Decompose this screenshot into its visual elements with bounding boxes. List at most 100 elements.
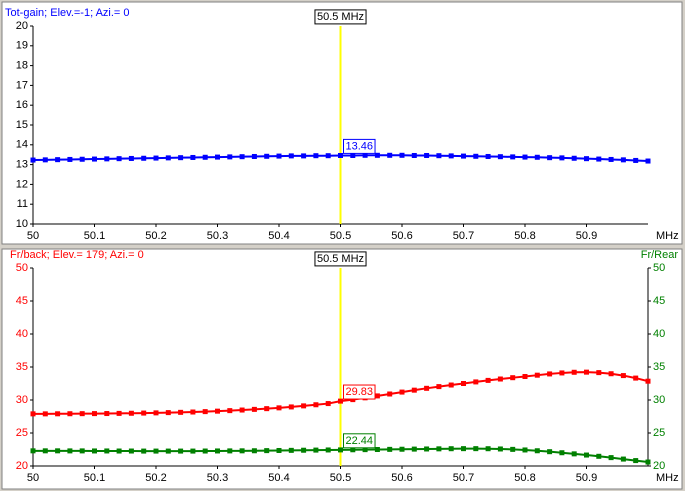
y-tick-label: 15: [16, 119, 28, 131]
marker: [128, 448, 134, 454]
x-tick-label: 50.3: [207, 230, 228, 242]
marker: [116, 156, 122, 162]
marker: [559, 450, 565, 456]
marker: [288, 447, 294, 453]
marker: [79, 411, 85, 417]
marker: [571, 451, 577, 457]
marker: [264, 406, 270, 412]
marker: [338, 152, 343, 158]
marker: [411, 387, 417, 393]
marker: [325, 153, 331, 159]
marker: [473, 446, 479, 452]
x-tick-label: 50.1: [84, 230, 105, 242]
marker: [92, 156, 97, 162]
marker: [55, 411, 61, 417]
y-tick-label: 12: [16, 178, 28, 190]
x-tick-label: 50.8: [514, 230, 535, 242]
marker: [608, 371, 614, 377]
marker: [633, 375, 639, 381]
marker: [448, 446, 454, 452]
marker: [178, 409, 184, 415]
marker: [141, 155, 147, 161]
marker: [153, 448, 159, 454]
marker: [436, 153, 442, 159]
marker: [215, 448, 220, 454]
marker: [276, 405, 282, 411]
marker: [374, 447, 380, 452]
x-tick-label: 50: [27, 472, 39, 484]
y-tick-label: 14: [16, 139, 28, 151]
marker: [350, 152, 356, 158]
marker: [30, 411, 36, 417]
y2-tick-label: 35: [653, 361, 665, 373]
x-tick-label: 50.9: [576, 230, 597, 242]
series-label: Fr/Rear: [641, 249, 679, 261]
marker: [104, 448, 110, 454]
y-tick-label: 13: [16, 159, 28, 171]
marker: [227, 154, 233, 160]
marker: [448, 382, 454, 388]
y2-tick-label: 25: [653, 427, 665, 439]
marker: [448, 153, 454, 159]
marker: [608, 455, 614, 461]
marker: [165, 155, 171, 161]
marker: [497, 154, 503, 160]
marker: [313, 447, 319, 453]
marker: [288, 153, 294, 159]
marker: [276, 153, 282, 159]
x-tick-label: 50.1: [84, 472, 105, 484]
marker: [202, 409, 208, 415]
y-tick-label: 11: [17, 198, 28, 210]
marker: [251, 406, 257, 412]
marker: [424, 446, 430, 452]
cursor-label: 50.5 MHz: [317, 11, 364, 23]
marker: [534, 372, 540, 378]
marker: [399, 446, 405, 452]
marker: [584, 369, 589, 375]
marker: [362, 152, 368, 158]
marker: [202, 154, 208, 160]
y-tick-label: 35: [16, 361, 28, 373]
marker: [42, 448, 48, 454]
marker: [399, 152, 405, 158]
y-tick-label: 40: [16, 328, 28, 340]
x-tick-label: 50.9: [576, 472, 597, 484]
marker: [141, 410, 147, 416]
marker: [227, 408, 233, 414]
x-tick-label: 50.7: [453, 230, 474, 242]
marker: [362, 447, 368, 453]
value-label: 22.44: [346, 435, 374, 447]
marker: [141, 448, 147, 454]
marker: [264, 153, 270, 159]
marker: [522, 154, 528, 160]
marker: [645, 378, 651, 384]
marker: [338, 398, 343, 404]
marker: [584, 156, 589, 162]
y-tick-label: 17: [16, 79, 28, 91]
marker: [178, 448, 184, 454]
marker: [55, 157, 61, 163]
marker: [239, 154, 245, 160]
marker: [30, 157, 36, 163]
marker: [202, 448, 208, 454]
marker: [485, 377, 491, 383]
series-label: Fr/back; Elev.= 179; Azi.= 0: [10, 249, 144, 261]
marker: [461, 153, 466, 159]
y-tick-label: 10: [16, 218, 28, 230]
marker: [42, 411, 48, 417]
marker: [116, 448, 122, 454]
marker: [264, 448, 270, 454]
y2-tick-label: 40: [653, 328, 665, 340]
marker: [387, 152, 393, 158]
marker: [350, 397, 356, 403]
marker: [288, 404, 294, 410]
value-label-box: [343, 433, 376, 449]
x-tick-label: 50.8: [514, 472, 535, 484]
marker: [436, 446, 442, 452]
marker: [165, 448, 171, 454]
marker: [116, 410, 122, 416]
marker: [510, 375, 516, 381]
marker: [374, 152, 380, 158]
marker: [104, 411, 110, 417]
